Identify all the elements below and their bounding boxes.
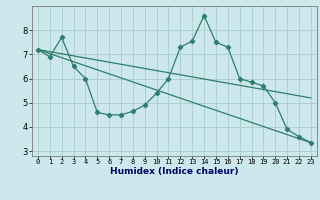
X-axis label: Humidex (Indice chaleur): Humidex (Indice chaleur) [110, 167, 239, 176]
